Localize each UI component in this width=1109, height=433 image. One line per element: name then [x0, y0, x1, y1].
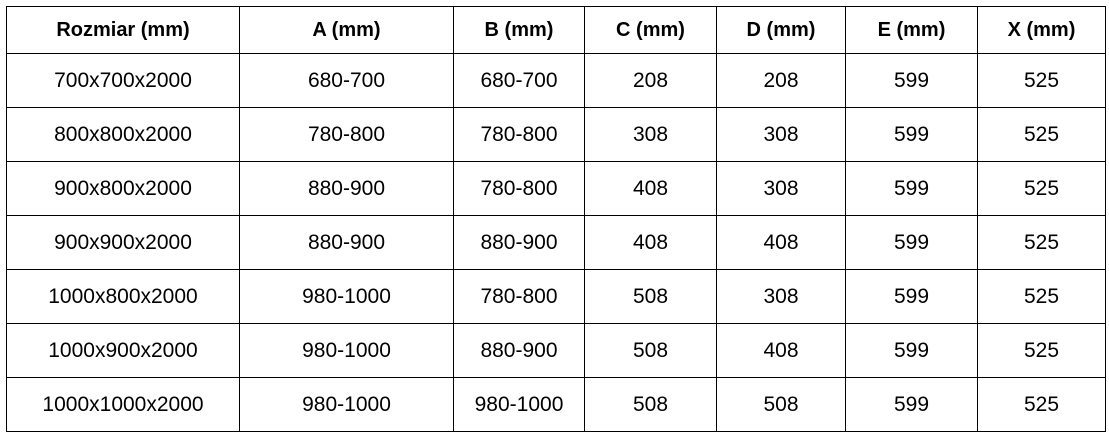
cell-c: 208 [584, 53, 717, 108]
cell-a: 780-800 [239, 107, 454, 162]
cell-e: 599 [845, 215, 978, 270]
table-header: Rozmiar (mm) A (mm) B (mm) C (mm) D (mm)… [6, 6, 1106, 54]
cell-x: 525 [977, 53, 1106, 108]
table-body: 700x700x2000 680-700 680-700 208 208 599… [6, 53, 1106, 432]
column-header-b: B (mm) [453, 6, 585, 54]
column-header-x: X (mm) [977, 6, 1106, 54]
cell-b: 780-800 [453, 107, 585, 162]
column-header-c: C (mm) [584, 6, 717, 54]
dimensions-table: Rozmiar (mm) A (mm) B (mm) C (mm) D (mm)… [6, 6, 1106, 432]
cell-rozmiar: 900x800x2000 [6, 161, 240, 216]
cell-d: 308 [716, 107, 846, 162]
cell-x: 525 [977, 107, 1106, 162]
cell-d: 508 [716, 377, 846, 432]
cell-d: 308 [716, 161, 846, 216]
cell-e: 599 [845, 269, 978, 324]
cell-x: 525 [977, 377, 1106, 432]
cell-x: 525 [977, 215, 1106, 270]
cell-x: 525 [977, 323, 1106, 378]
cell-rozmiar: 800x800x2000 [6, 107, 240, 162]
cell-c: 508 [584, 323, 717, 378]
cell-rozmiar: 700x700x2000 [6, 53, 240, 108]
table-row: 700x700x2000 680-700 680-700 208 208 599… [6, 53, 1106, 108]
cell-c: 408 [584, 215, 717, 270]
cell-e: 599 [845, 377, 978, 432]
column-header-e: E (mm) [845, 6, 978, 54]
cell-rozmiar: 1000x800x2000 [6, 269, 240, 324]
cell-e: 599 [845, 161, 978, 216]
cell-x: 525 [977, 269, 1106, 324]
table-row: 800x800x2000 780-800 780-800 308 308 599… [6, 107, 1106, 162]
cell-rozmiar: 900x900x2000 [6, 215, 240, 270]
table-row: 900x800x2000 880-900 780-800 408 308 599… [6, 161, 1106, 216]
table-row: 900x900x2000 880-900 880-900 408 408 599… [6, 215, 1106, 270]
cell-c: 508 [584, 269, 717, 324]
table-header-row: Rozmiar (mm) A (mm) B (mm) C (mm) D (mm)… [6, 6, 1106, 54]
column-header-a: A (mm) [239, 6, 454, 54]
cell-a: 980-1000 [239, 377, 454, 432]
cell-d: 408 [716, 215, 846, 270]
cell-a: 880-900 [239, 161, 454, 216]
cell-b: 780-800 [453, 161, 585, 216]
cell-a: 880-900 [239, 215, 454, 270]
cell-a: 680-700 [239, 53, 454, 108]
cell-b: 780-800 [453, 269, 585, 324]
table-row: 1000x1000x2000 980-1000 980-1000 508 508… [6, 377, 1106, 432]
cell-c: 408 [584, 161, 717, 216]
cell-b: 680-700 [453, 53, 585, 108]
column-header-d: D (mm) [716, 6, 846, 54]
cell-e: 599 [845, 323, 978, 378]
cell-a: 980-1000 [239, 269, 454, 324]
cell-rozmiar: 1000x1000x2000 [6, 377, 240, 432]
cell-a: 980-1000 [239, 323, 454, 378]
cell-rozmiar: 1000x900x2000 [6, 323, 240, 378]
cell-e: 599 [845, 53, 978, 108]
table-row: 1000x800x2000 980-1000 780-800 508 308 5… [6, 269, 1106, 324]
dimensions-table-container: Rozmiar (mm) A (mm) B (mm) C (mm) D (mm)… [6, 6, 1106, 432]
cell-b: 980-1000 [453, 377, 585, 432]
cell-c: 308 [584, 107, 717, 162]
column-header-rozmiar: Rozmiar (mm) [6, 6, 240, 54]
cell-e: 599 [845, 107, 978, 162]
cell-d: 408 [716, 323, 846, 378]
cell-x: 525 [977, 161, 1106, 216]
cell-d: 308 [716, 269, 846, 324]
cell-b: 880-900 [453, 215, 585, 270]
table-row: 1000x900x2000 980-1000 880-900 508 408 5… [6, 323, 1106, 378]
cell-d: 208 [716, 53, 846, 108]
cell-c: 508 [584, 377, 717, 432]
cell-b: 880-900 [453, 323, 585, 378]
